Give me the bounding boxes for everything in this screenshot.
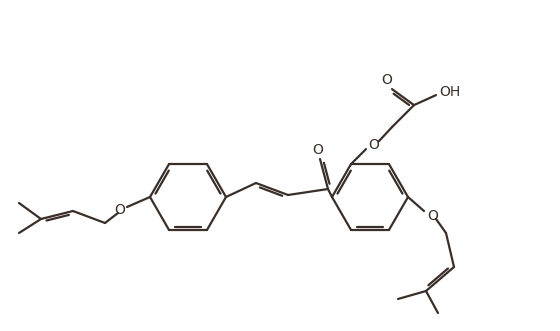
Text: O: O (381, 73, 393, 87)
Text: OH: OH (440, 85, 461, 99)
Text: O: O (428, 209, 438, 223)
Text: O: O (115, 203, 125, 217)
Text: O: O (368, 138, 380, 152)
Text: O: O (312, 143, 324, 157)
